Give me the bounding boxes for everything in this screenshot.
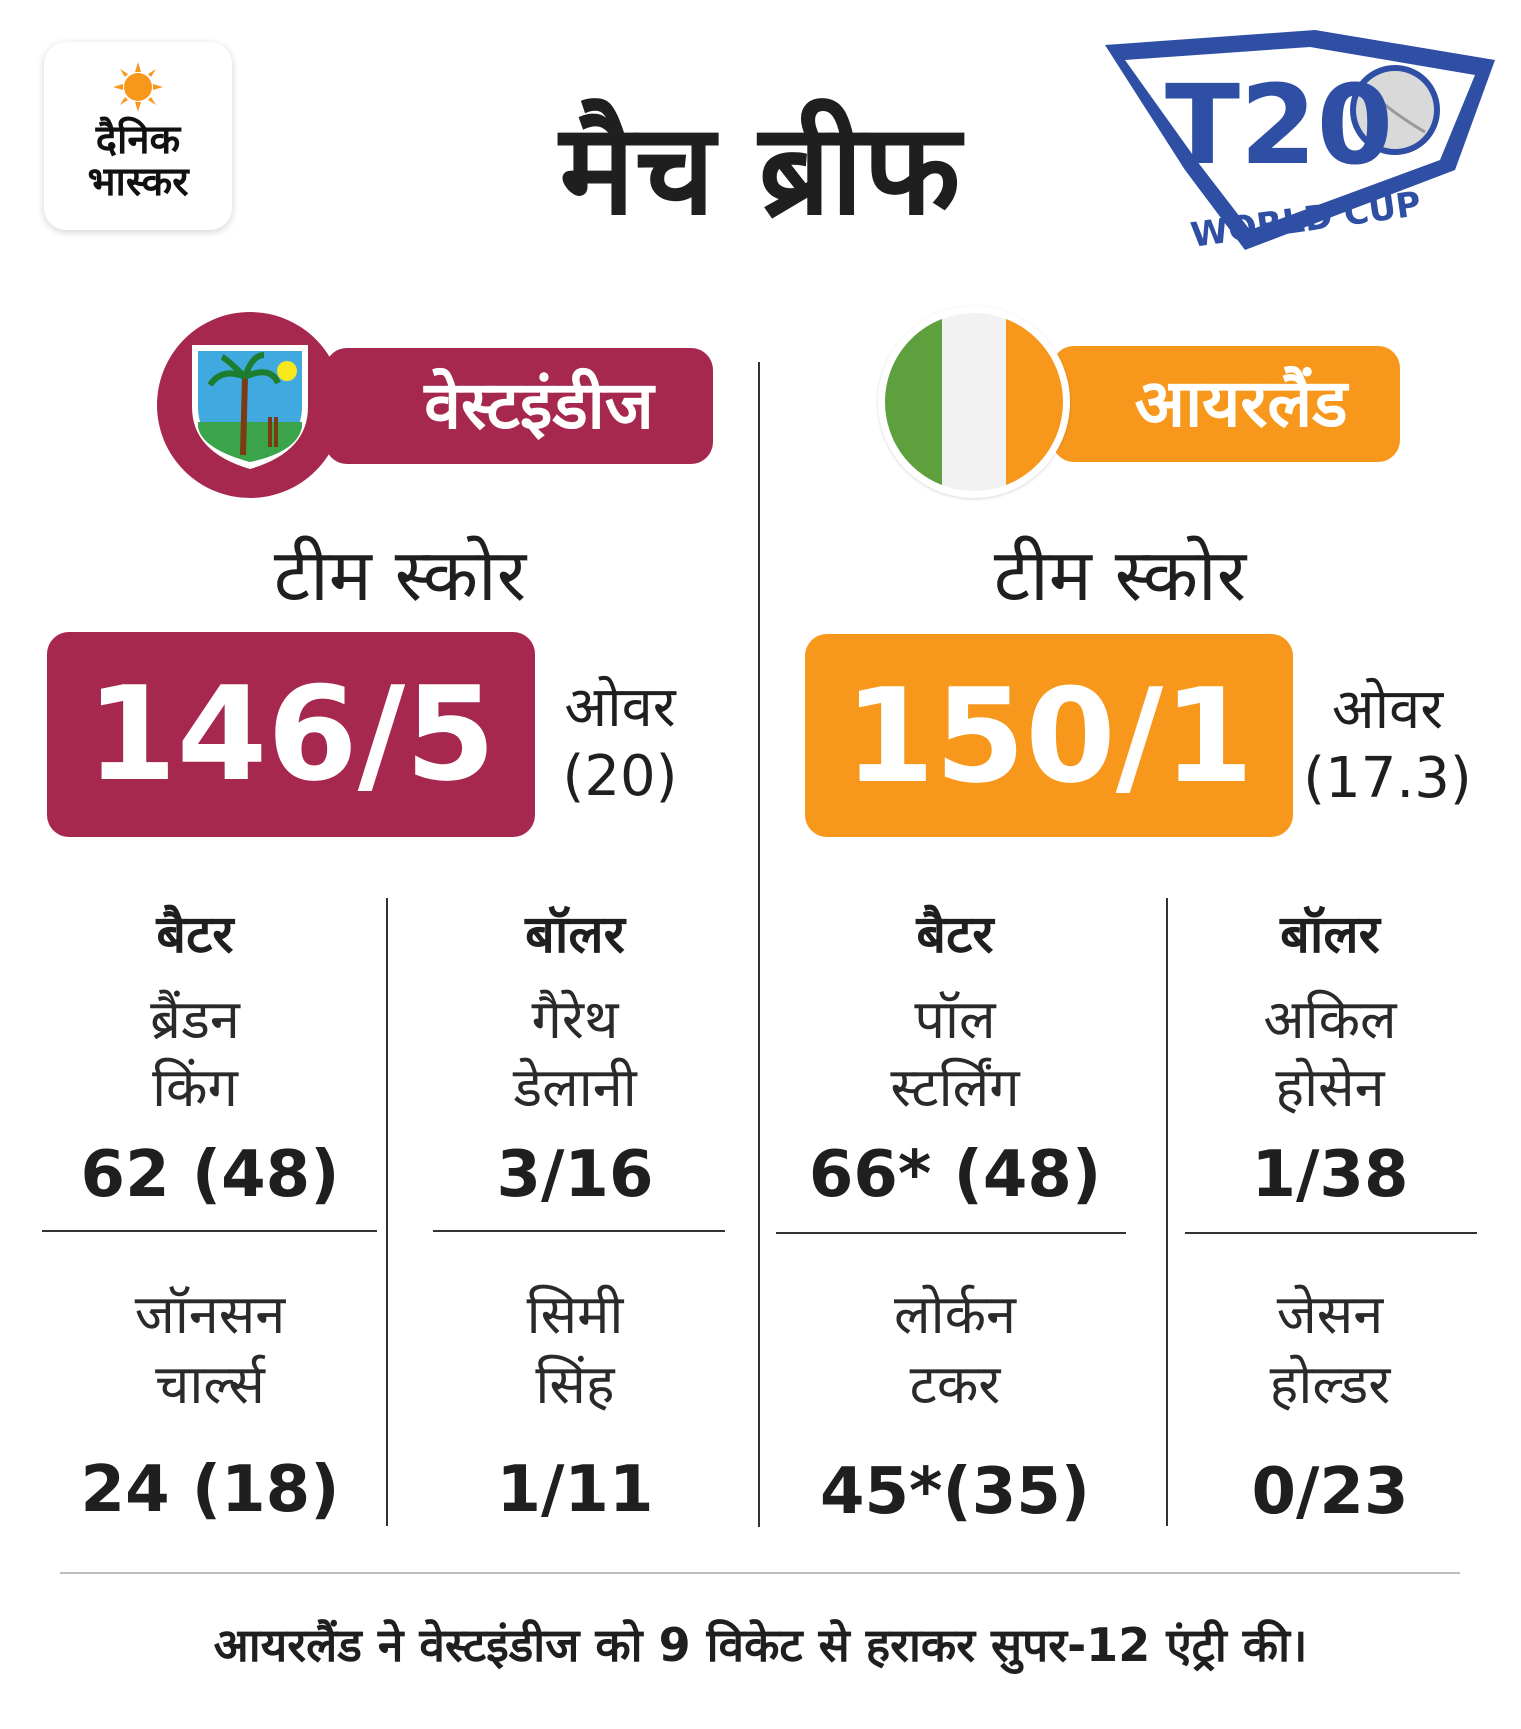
bowler1-stat-right: 1/38: [1251, 1138, 1409, 1212]
team-banner-west-indies: वेस्टइंडीज: [325, 348, 713, 464]
team-score-label-left: टीम स्कोर: [273, 533, 527, 617]
bowler1-stat-left: 3/16: [496, 1138, 654, 1212]
row-divider: [42, 1230, 377, 1232]
match-result-text: आयरलैंड ने वेस्टइंडीज को 9 विकेट से हराक…: [213, 1618, 1308, 1672]
overs-label-right: ओवर: [1331, 677, 1444, 742]
bowler2-stat-right: 0/23: [1251, 1455, 1409, 1529]
batter2-stat-left: 24 (18): [80, 1453, 340, 1527]
bowler2-stat-left: 1/11: [496, 1453, 654, 1527]
bowler2-name-line1-right: जेसन: [1276, 1283, 1384, 1346]
overs-label-left: ओवर: [564, 675, 676, 740]
bowler1-name-line1-left: गैरेथ: [531, 988, 619, 1051]
batter2-stat-right: 45*(35): [819, 1455, 1091, 1529]
batter1-name-line2-right: स्टर्लिंग: [890, 1056, 1020, 1119]
bowler2-name-line2-left: सिंह: [535, 1353, 615, 1416]
row-divider: [433, 1230, 725, 1232]
batter1-name-line1-left: ब्रैंडन: [150, 988, 240, 1051]
bowler-heading-right: बॉलर: [1280, 905, 1380, 965]
t20-world-cup-logo: T20 WORLD CUP: [1095, 20, 1505, 260]
batter2-name-line1-right: लोर्कन: [893, 1283, 1017, 1346]
batter1-name-line2-left: किंग: [152, 1056, 238, 1119]
bowler2-name-line1-left: सिमी: [526, 1283, 624, 1346]
right-column-divider: [1166, 898, 1168, 1526]
score-box-ireland: 150/1: [805, 634, 1293, 837]
t20-logo-text: T20: [1165, 61, 1394, 189]
batter2-name-line2-left: चार्ल्स: [155, 1353, 265, 1416]
score-box-west-indies: 146/5: [47, 632, 535, 837]
left-column-divider: [386, 898, 388, 1526]
batter1-stat-right: 66* (48): [808, 1138, 1102, 1212]
footer-divider: [60, 1572, 1460, 1574]
sun-icon: [113, 62, 163, 112]
center-divider: [758, 362, 760, 1527]
batter1-name-line1-right: पॉल: [914, 988, 996, 1051]
overs-value-left: (20): [562, 744, 678, 809]
dainik-bhaskar-logo: दैनिक भास्कर: [44, 42, 232, 230]
batter2-name-line2-right: टकर: [909, 1353, 1001, 1416]
overs-value-right: (17.3): [1303, 746, 1472, 811]
bowler1-name-line2-left: डेलानी: [513, 1056, 637, 1119]
batter-heading-left: बैटर: [156, 905, 234, 965]
west-indies-shield-icon: [192, 345, 308, 469]
ireland-flag-icon: [878, 306, 1070, 498]
row-divider: [776, 1232, 1126, 1234]
logo-line-1: दैनिक: [95, 117, 181, 163]
west-indies-crest: [157, 312, 343, 498]
page-title: मैच ब्रीफ: [559, 96, 961, 243]
bowler1-name-line1-right: अकिल: [1263, 988, 1397, 1051]
batter2-name-line1-left: जॉनसन: [134, 1283, 286, 1346]
bowler2-name-line2-right: होल्डर: [1269, 1353, 1391, 1416]
batter1-stat-left: 62 (48): [80, 1138, 340, 1212]
team-banner-ireland: आयरलैंड: [1052, 346, 1400, 462]
batter-heading-right: बैटर: [916, 905, 994, 965]
team-score-label-right: टीम स्कोर: [993, 533, 1247, 617]
row-divider: [1185, 1232, 1477, 1234]
bowler-heading-left: बॉलर: [525, 905, 625, 965]
bowler1-name-line2-right: होसेन: [1275, 1056, 1385, 1119]
cricket-ball-icon: [1350, 65, 1440, 155]
logo-line-2: भास्कर: [87, 159, 189, 205]
